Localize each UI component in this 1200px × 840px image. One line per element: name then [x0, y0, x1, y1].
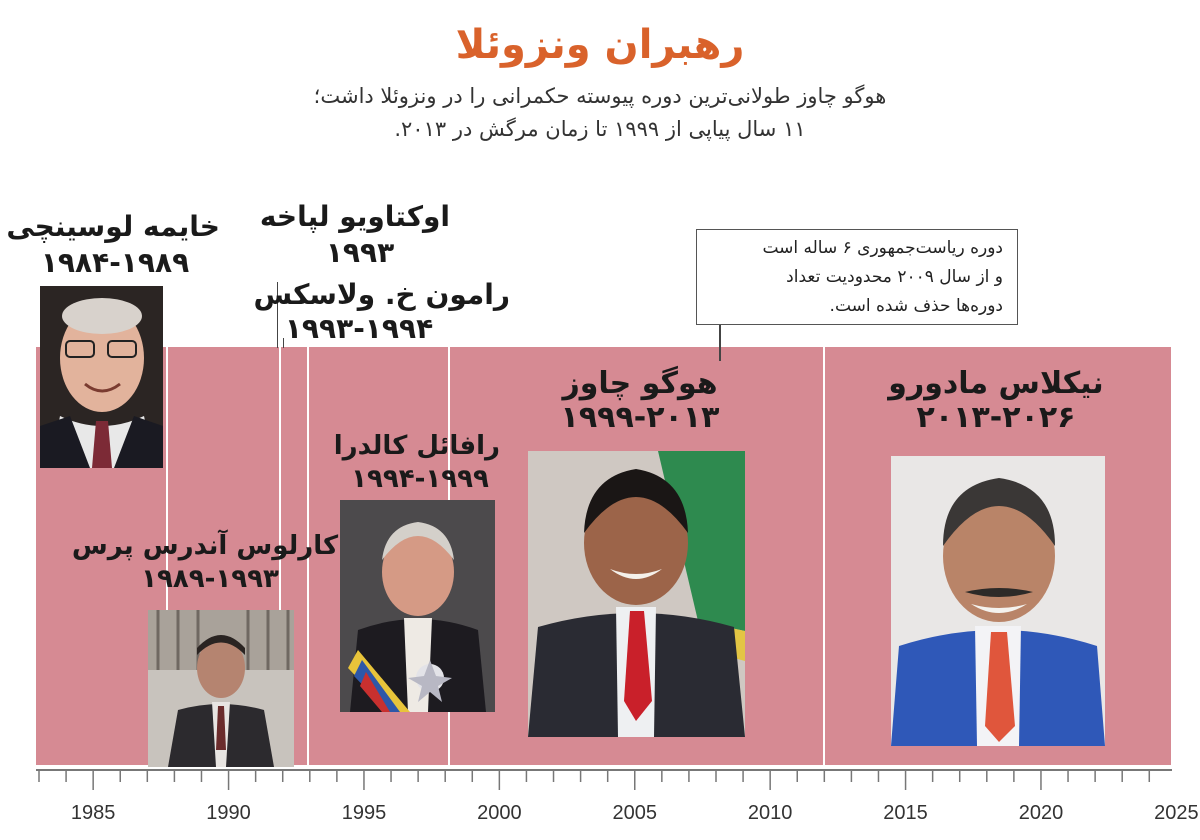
portrait-caldera: [340, 500, 495, 712]
note-line-2: و از سال ۲۰۰۹ محدودیت تعداد: [786, 267, 1003, 287]
term-divider-2013: [823, 347, 825, 765]
leader-years-lusinchi: ۱۹۸۴-۱۹۸۹: [40, 246, 190, 279]
page-title: رهبران ونزوئلا: [455, 22, 745, 68]
leader-years-lepage: ۱۹۹۳: [325, 236, 395, 269]
page-subtitle-line-1: هوگو چاوز طولانی‌ترین دوره پیوسته حکمران…: [313, 84, 887, 108]
term-limit-note: دوره ریاست‌جمهوری ۶ ساله است و از سال ۲۰…: [696, 229, 1018, 325]
term-divider-1994: [307, 347, 309, 765]
leader-name-maduro: نیکلاس مادورو: [888, 366, 1104, 401]
leader-name-lepage: اوکتاویو لپاخه: [259, 200, 450, 233]
axis-label-2005: 2005: [612, 802, 658, 824]
leader-years-velasquez: ۱۹۹۳-۱۹۹۴: [284, 312, 434, 345]
axis-label-1995: 1995: [341, 802, 387, 824]
axis-label-1990: 1990: [206, 802, 251, 824]
leader-line-velasquez: [283, 338, 284, 348]
leader-name-caldera: رافائل کالدرا: [333, 431, 500, 461]
leader-line-lepage: [277, 282, 278, 348]
axis-label-2015: 2015: [883, 802, 928, 824]
leader-years-caldera: ۱۹۹۴-۱۹۹۹: [351, 464, 489, 494]
axis-label-1985: 1985: [70, 802, 116, 824]
leader-years-maduro: ۲۰۱۳-۲۰۲۶: [916, 400, 1076, 435]
term-divider-1989: [166, 347, 168, 765]
axis-label-2010: 2010: [747, 802, 793, 824]
axis-label-2000: 2000: [477, 802, 522, 824]
leader-name-velasquez: رامون خ. ولاسکس: [253, 278, 510, 311]
term-divider-1993: [279, 347, 281, 765]
leader-name-lusinchi: خایمه لوسینچی: [6, 210, 220, 243]
note-line-1: دوره ریاست‌جمهوری ۶ ساله است: [762, 238, 1003, 258]
leader-years-perez: ۱۹۸۹-۱۹۹۳: [141, 564, 279, 594]
leader-name-perez: کارلوس آندرس پرس: [71, 531, 339, 561]
portrait-lusinchi: [40, 286, 163, 468]
note-line-3: دوره‌ها حذف شده است.: [829, 296, 1003, 316]
leader-years-chavez: ۱۹۹۹-۲۰۱۳: [560, 400, 720, 435]
axis-label-2025: 2025: [1154, 802, 1199, 824]
portrait-chavez: [528, 451, 745, 737]
note-pointer: [719, 325, 721, 361]
page-subtitle-line-2: ۱۱ سال پیاپی از ۱۹۹۹ تا زمان مرگش در ۲۰۱…: [394, 117, 806, 141]
axis-label-2020: 2020: [1018, 802, 1064, 824]
portrait-perez: [148, 610, 294, 767]
leader-name-chavez: هوگو چاوز: [562, 366, 718, 401]
portrait-maduro: [891, 456, 1105, 746]
year-axis: [36, 769, 1172, 790]
